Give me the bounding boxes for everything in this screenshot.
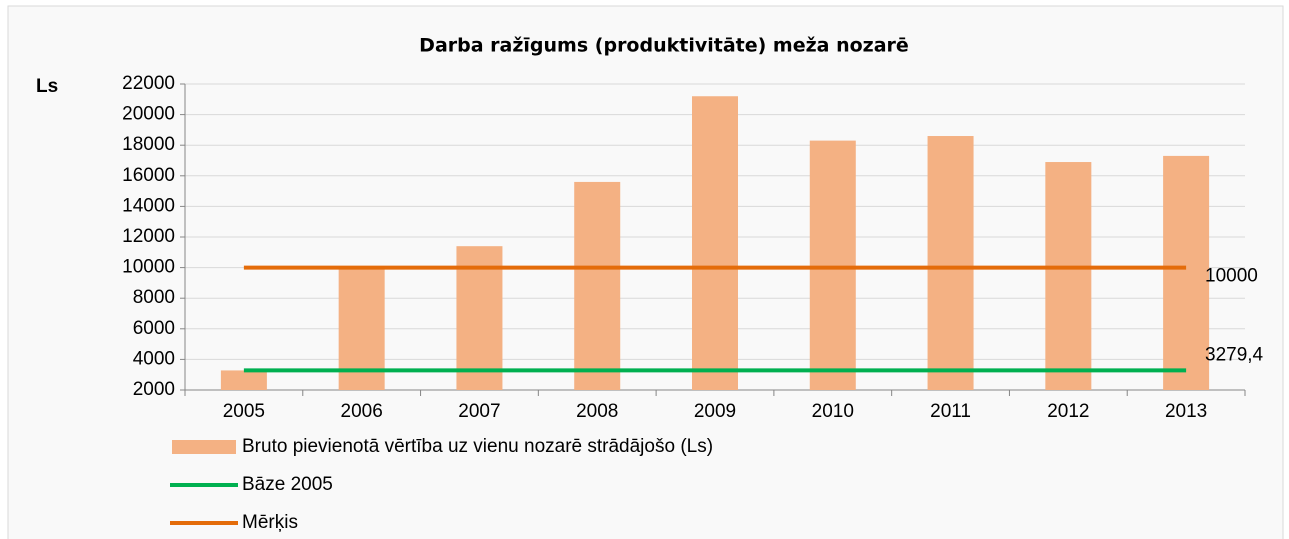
legend-label: Bruto pievienotā vērtība uz vienu nozarē… — [242, 436, 713, 457]
y-tick-label: 12000 — [122, 226, 175, 247]
y-tick-label: 8000 — [133, 287, 175, 308]
chart-background — [7, 5, 1284, 539]
y-tick-label: 6000 — [133, 318, 175, 339]
bar — [456, 246, 503, 390]
chart-title: Darba ražīgums (produktivitāte) meža noz… — [419, 35, 909, 57]
x-tick-label: 2005 — [223, 401, 265, 422]
x-tick-label: 2013 — [1165, 401, 1207, 422]
y-tick-label: 16000 — [122, 165, 175, 186]
y-tick-label: 10000 — [122, 257, 175, 278]
x-tick-label: 2008 — [576, 401, 618, 422]
line-end-label: 10000 — [1205, 266, 1258, 287]
legend-swatch — [172, 440, 236, 454]
x-tick-label: 2009 — [694, 401, 736, 422]
y-tick-label: 14000 — [122, 195, 175, 216]
y-tick-label: 4000 — [133, 348, 175, 369]
bar — [927, 136, 974, 390]
y-tick-label: 2000 — [133, 379, 175, 400]
bar — [692, 96, 738, 391]
legend-label: Bāze 2005 — [242, 474, 333, 495]
bar — [1163, 155, 1210, 390]
x-tick-label: 2012 — [1047, 401, 1089, 422]
x-tick-label: 2010 — [812, 401, 854, 422]
y-tick-label: 20000 — [122, 104, 175, 125]
y-tick-label: 22000 — [122, 73, 175, 94]
x-tick-label: 2007 — [458, 401, 500, 422]
bar — [574, 181, 621, 390]
y-tick-label: 18000 — [122, 134, 175, 155]
line-end-label: 3279,4 — [1205, 344, 1264, 365]
x-tick-label: 2011 — [930, 401, 971, 422]
x-tick-label: 2006 — [341, 401, 383, 422]
bar — [809, 140, 856, 390]
y-axis-label: Ls — [36, 76, 58, 97]
bar — [1045, 162, 1092, 390]
bar — [220, 370, 267, 390]
legend-label: Mērķis — [242, 512, 298, 533]
